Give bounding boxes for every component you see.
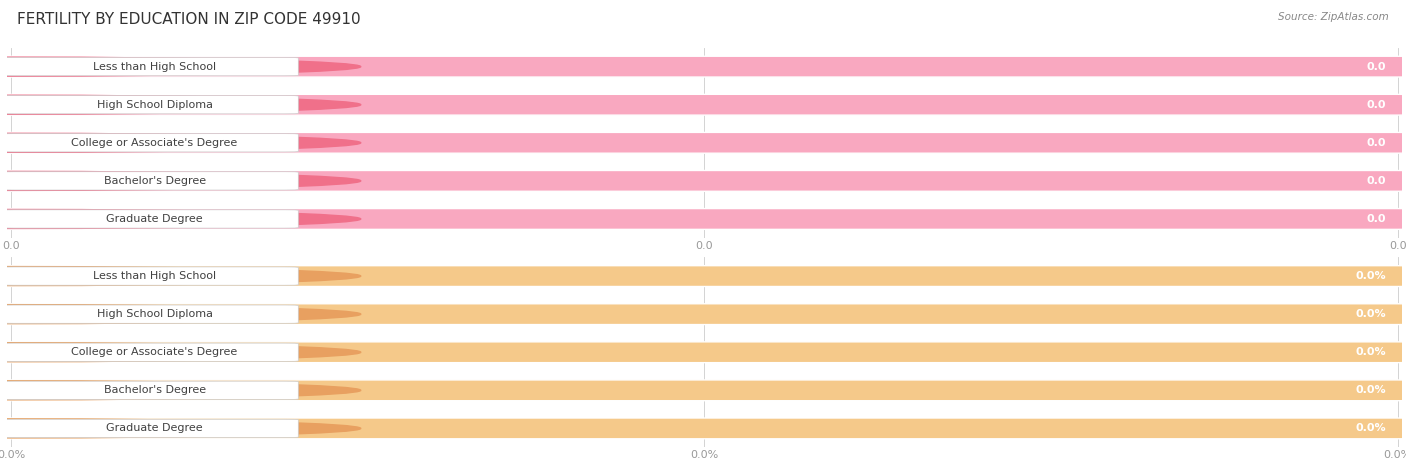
Text: 0.0%: 0.0% (1355, 423, 1386, 434)
Text: College or Associate's Degree: College or Associate's Degree (72, 138, 238, 148)
FancyBboxPatch shape (0, 304, 1406, 325)
Text: High School Diploma: High School Diploma (97, 99, 212, 110)
Text: 0.0: 0.0 (1367, 138, 1386, 148)
Text: 0.0%: 0.0% (1355, 347, 1386, 357)
Circle shape (0, 419, 361, 438)
Text: Less than High School: Less than High School (93, 61, 217, 72)
FancyBboxPatch shape (0, 342, 1406, 363)
Circle shape (0, 171, 361, 190)
FancyBboxPatch shape (0, 96, 298, 114)
Text: Graduate Degree: Graduate Degree (107, 423, 202, 434)
Text: 0.0: 0.0 (1367, 214, 1386, 224)
Text: Source: ZipAtlas.com: Source: ZipAtlas.com (1278, 12, 1389, 22)
Text: FERTILITY BY EDUCATION IN ZIP CODE 49910: FERTILITY BY EDUCATION IN ZIP CODE 49910 (17, 12, 360, 27)
FancyBboxPatch shape (0, 380, 1406, 401)
Circle shape (0, 305, 361, 324)
FancyBboxPatch shape (0, 172, 298, 190)
Text: 0.0%: 0.0% (1355, 309, 1386, 319)
FancyBboxPatch shape (0, 267, 298, 285)
FancyBboxPatch shape (0, 94, 1406, 115)
Text: Bachelor's Degree: Bachelor's Degree (104, 176, 205, 186)
Text: Bachelor's Degree: Bachelor's Degree (104, 385, 205, 396)
Circle shape (0, 343, 361, 362)
FancyBboxPatch shape (0, 56, 1406, 77)
Text: 0.0: 0.0 (1367, 176, 1386, 186)
Text: 0.0%: 0.0% (1355, 271, 1386, 281)
Circle shape (0, 381, 361, 400)
Text: 0.0: 0.0 (1367, 99, 1386, 110)
Text: Graduate Degree: Graduate Degree (107, 214, 202, 224)
FancyBboxPatch shape (0, 208, 1406, 229)
FancyBboxPatch shape (0, 305, 298, 323)
Text: 0.0%: 0.0% (1355, 385, 1386, 396)
FancyBboxPatch shape (0, 266, 1406, 287)
FancyBboxPatch shape (0, 170, 1406, 191)
FancyBboxPatch shape (0, 419, 298, 437)
Circle shape (0, 95, 361, 114)
Text: College or Associate's Degree: College or Associate's Degree (72, 347, 238, 357)
FancyBboxPatch shape (0, 210, 298, 228)
FancyBboxPatch shape (0, 418, 1406, 439)
FancyBboxPatch shape (0, 132, 1406, 153)
Circle shape (0, 209, 361, 228)
Text: High School Diploma: High School Diploma (97, 309, 212, 319)
FancyBboxPatch shape (0, 343, 298, 361)
FancyBboxPatch shape (0, 134, 298, 152)
Circle shape (0, 57, 361, 76)
Circle shape (0, 133, 361, 152)
FancyBboxPatch shape (0, 381, 298, 399)
FancyBboxPatch shape (0, 58, 298, 76)
Text: 0.0: 0.0 (1367, 61, 1386, 72)
Circle shape (0, 267, 361, 286)
Text: Less than High School: Less than High School (93, 271, 217, 281)
